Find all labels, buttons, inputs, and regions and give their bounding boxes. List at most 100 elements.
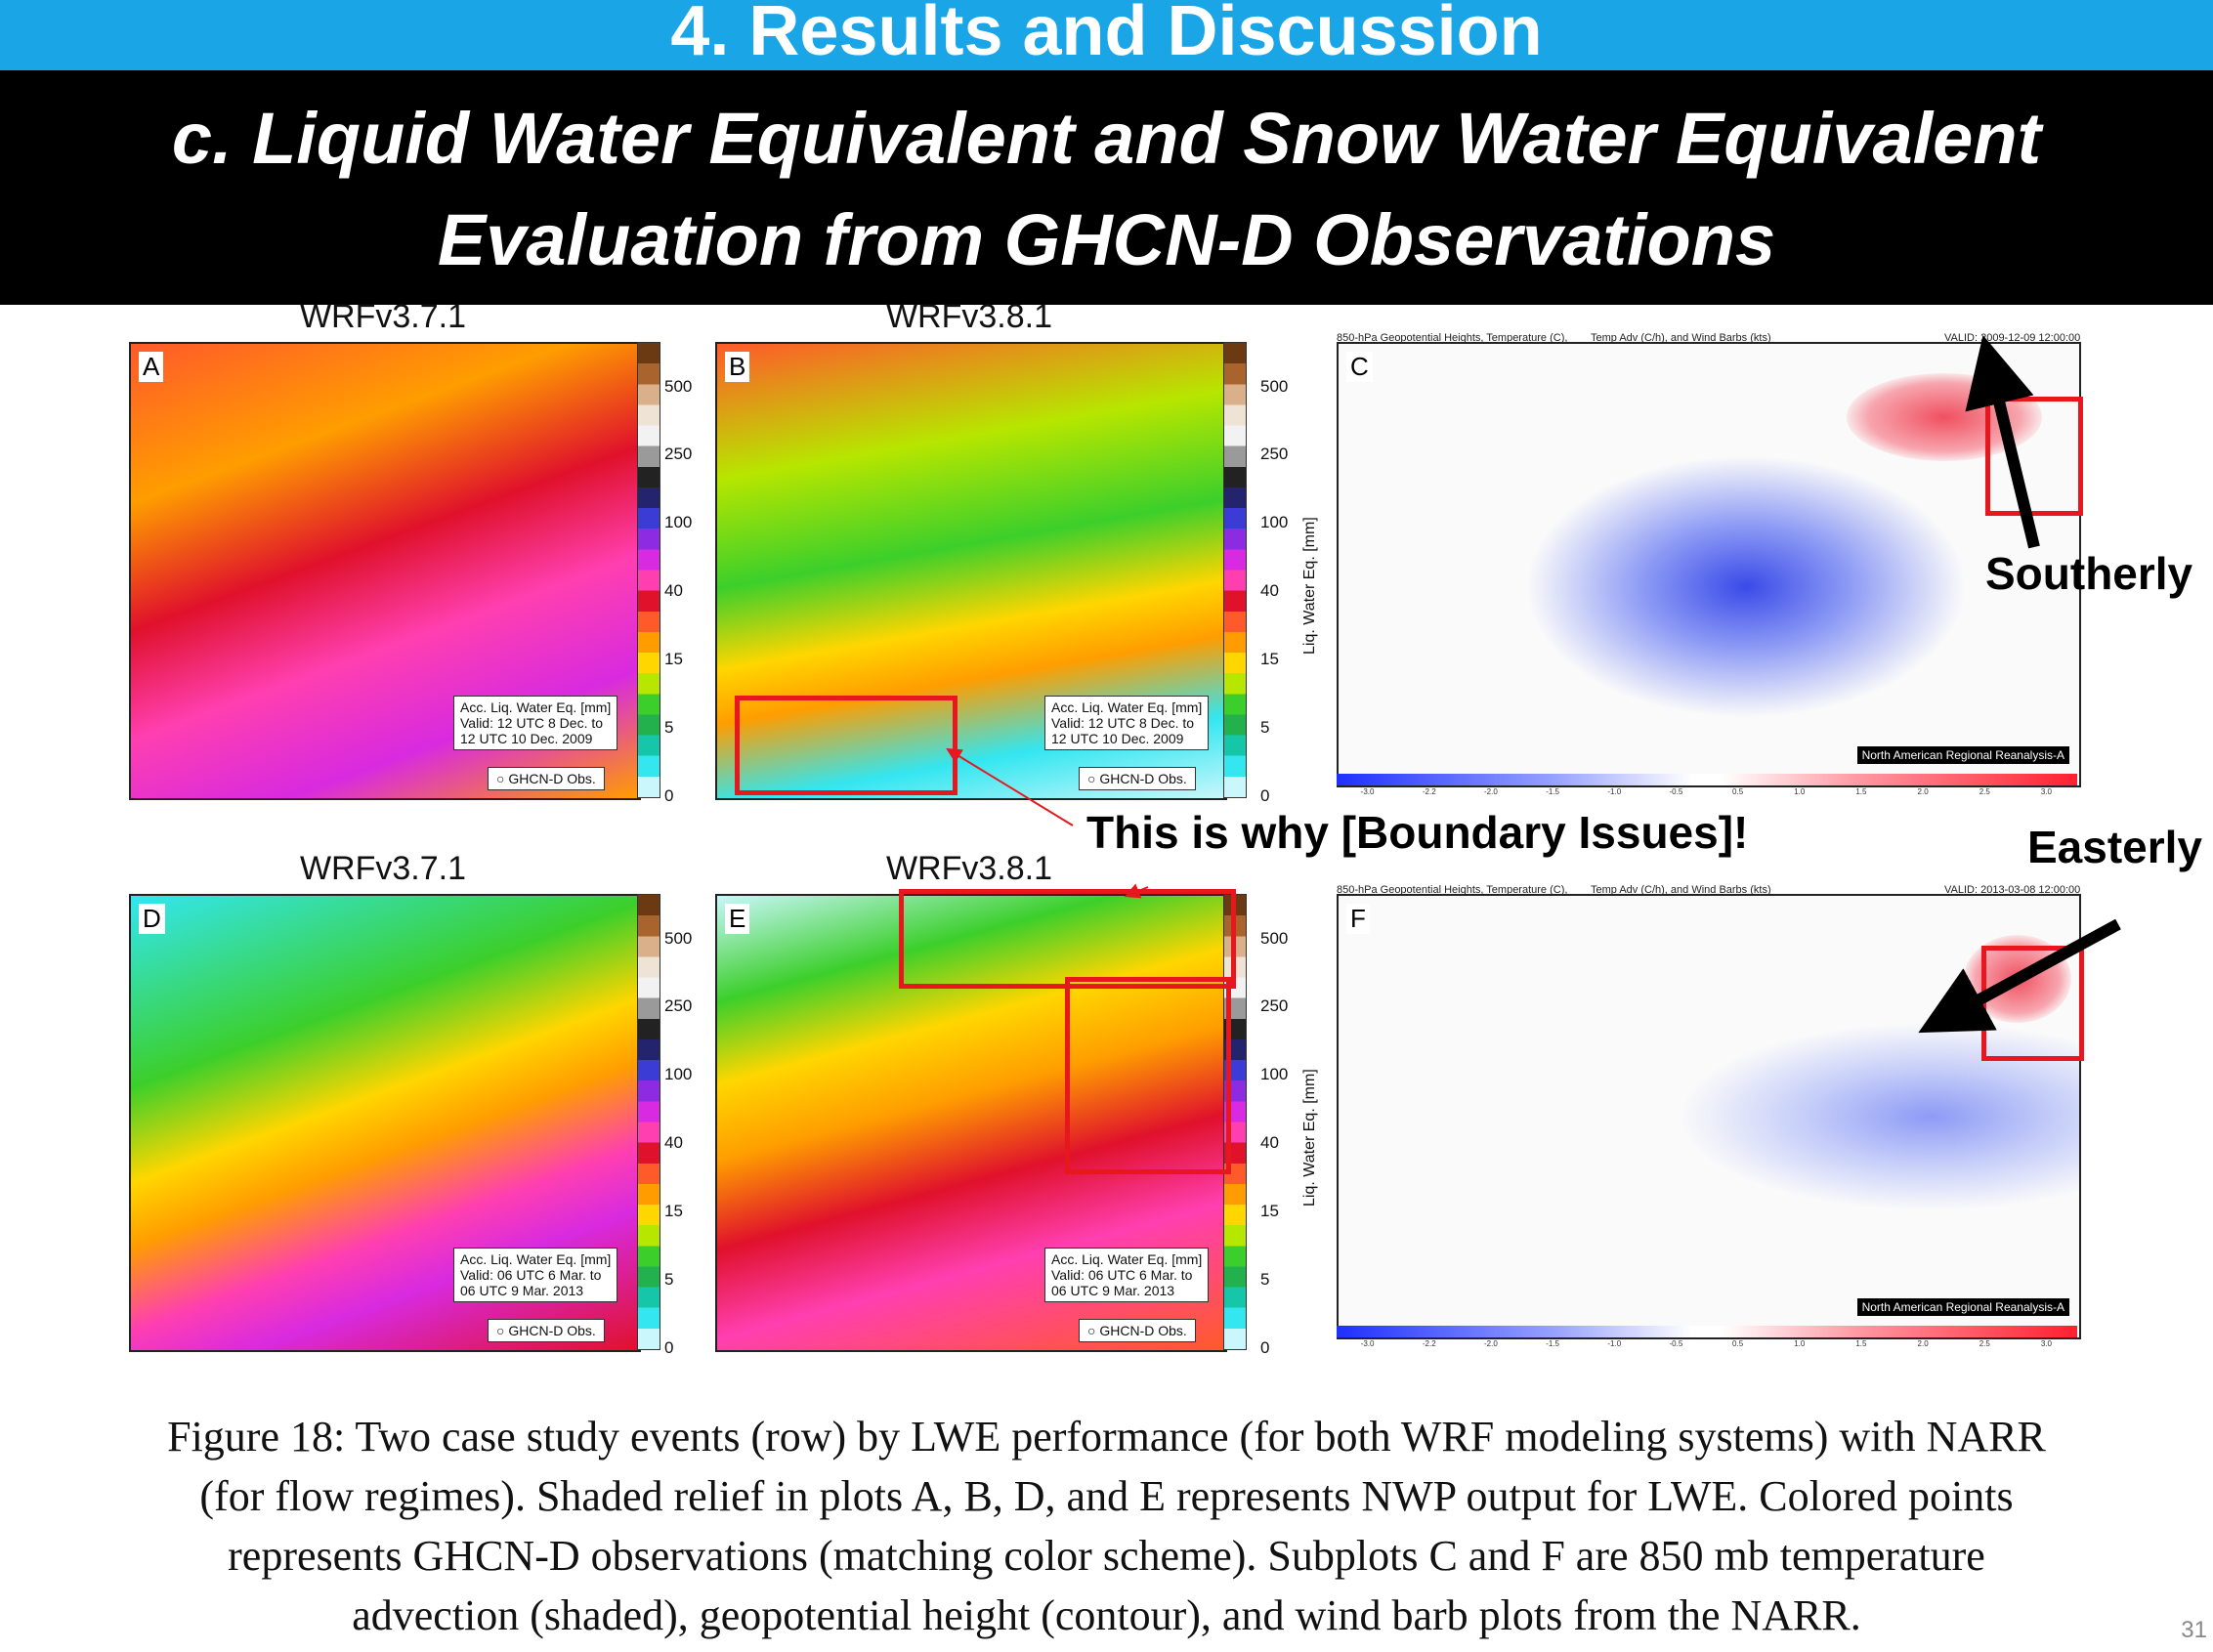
caption-line: (for flow regimes). Shaded relief in plo… (199, 1472, 2014, 1520)
boundary-annotation: This is why [Boundary Issues]! (1086, 807, 1749, 858)
tick: 5 (664, 1270, 674, 1289)
legend-line: Acc. Liq. Water Eq. [mm] (1051, 699, 1203, 715)
panel-c-scale: -3.0 -2.2 -2.0 -1.5 -1.0 -0.5 0.5 1.0 1.5 2.0 2.5 3… (1337, 774, 2077, 796)
figure-caption: Figure 18: Two case study events (row) b… (0, 1407, 2213, 1645)
tick: 100 (1260, 513, 1289, 531)
legend-line: Acc. Liq. Water Eq. [mm] (460, 1251, 612, 1267)
boundary-arrow-right (1124, 883, 1149, 899)
panel-d-colorbar (637, 894, 660, 1350)
boundary-highlight-e-right (1065, 977, 1231, 1174)
boundary-highlight-b (735, 696, 958, 795)
scale-tick: -1.5 (1546, 1339, 1559, 1348)
panel-c-label: C (1346, 352, 1373, 382)
panel-a-obs-legend: ○ GHCN-D Obs. (488, 767, 605, 790)
tick: 15 (1260, 650, 1279, 668)
caption-line: Figure 18: Two case study events (row) b… (167, 1413, 2046, 1461)
panel-e-obs-legend: ○ GHCN-D Obs. (1079, 1319, 1196, 1342)
scale-tick: -1.5 (1546, 787, 1559, 796)
tick: 500 (664, 377, 693, 396)
panel-d-map: D Acc. Liq. Water Eq. [mm] Valid: 06 UTC… (129, 894, 641, 1352)
panel-c-source: North American Regional Reanalysis-A (1856, 746, 2069, 764)
scale-tick: 2.5 (1979, 1339, 1990, 1348)
panel-f-label: F (1346, 904, 1370, 934)
scale-tick: 1.5 (1855, 787, 1867, 796)
panel-f-source: North American Regional Reanalysis-A (1856, 1298, 2069, 1316)
scale-tick: 3.0 (2040, 787, 2052, 796)
caption-line: represents GHCN-D observations (matching… (228, 1532, 1985, 1580)
subtitle-line-1: c. Liquid Water Equivalent and Snow Wate… (171, 98, 2042, 179)
panel-d-label: D (139, 904, 165, 934)
panel-c-header-mid: Temp Adv (C/h), and Wind Barbs (kts) (1591, 332, 1771, 344)
tick: 40 (664, 1133, 683, 1152)
scale-tick: -3.0 (1360, 1339, 1375, 1348)
scale-tick: -2.2 (1422, 1339, 1436, 1348)
tick: 5 (1260, 1270, 1270, 1289)
obs-label: GHCN-D Obs. (1099, 771, 1187, 786)
tick: 40 (1260, 581, 1279, 600)
panel-a-title: WRFv3.7.1 (299, 298, 467, 335)
scale-tick: 0.5 (1732, 787, 1744, 796)
scale-tick: 2.0 (1917, 787, 1929, 796)
legend-line: Valid: 12 UTC 8 Dec. to (1051, 715, 1195, 731)
legend-line: Acc. Liq. Water Eq. [mm] (460, 699, 612, 715)
legend-line: Valid: 06 UTC 6 Mar. to (1051, 1267, 1193, 1283)
scale-tick: -1.0 (1607, 1339, 1622, 1348)
panel-f-header-left: 850-hPa Geopotential Heights, Temperatur… (1337, 884, 1568, 896)
easterly-annotation: Easterly (2027, 822, 2203, 872)
obs-label: GHCN-D Obs. (1099, 1323, 1187, 1338)
panel-b-colorbar (1223, 342, 1247, 798)
tick: 0 (1260, 1338, 1270, 1357)
obs-label: GHCN-D Obs. (508, 771, 596, 786)
panel-e-map: E Acc. Liq. Water Eq. [mm] Valid: 06 UTC… (715, 894, 1227, 1352)
subtitle-bar: c. Liquid Water Equivalent and Snow Wate… (0, 70, 2213, 305)
tick: 100 (1260, 1065, 1289, 1083)
panel-d-legend: Acc. Liq. Water Eq. [mm] Valid: 06 UTC 6… (453, 1248, 618, 1302)
panel-c-header-left: 850-hPa Geopotential Heights, Temperatur… (1337, 332, 1568, 344)
panel-d-obs-legend: ○ GHCN-D Obs. (488, 1319, 605, 1342)
legend-line: Acc. Liq. Water Eq. [mm] (1051, 1251, 1203, 1267)
scale-tick: -0.5 (1669, 787, 1683, 796)
scale-tick: -2.0 (1484, 787, 1498, 796)
tick: 15 (1260, 1202, 1279, 1220)
tick: 100 (664, 1065, 693, 1083)
tick: 15 (664, 1202, 683, 1220)
tick: 500 (1260, 929, 1289, 948)
easterly-arrow (1918, 918, 2121, 1034)
panel-d-title: WRFv3.7.1 (299, 850, 467, 887)
page-number: 31 (2181, 1617, 2207, 1643)
tick: 500 (664, 929, 693, 948)
tick: 5 (664, 718, 674, 737)
tick: 250 (664, 445, 693, 463)
panel-b-map: B Acc. Liq. Water Eq. [mm] Valid: 12 UTC… (715, 342, 1227, 800)
scale-tick: 1.0 (1794, 1339, 1806, 1348)
scale-tick: 2.0 (1917, 1339, 1929, 1348)
boundary-arrow-left (946, 747, 1074, 826)
panel-b-obs-legend: ○ GHCN-D Obs. (1079, 767, 1196, 790)
southerly-highlight-box (1985, 397, 2083, 516)
panel-a-legend: Acc. Liq. Water Eq. [mm] Valid: 12 UTC 8… (453, 696, 618, 750)
scale-tick: -1.0 (1607, 787, 1622, 796)
obs-label: GHCN-D Obs. (508, 1323, 596, 1338)
section-title: 4. Results and Discussion (670, 0, 1543, 70)
southerly-arrow (1965, 335, 2040, 549)
scale-tick: -3.0 (1360, 787, 1375, 796)
scale-tick: -2.0 (1484, 1339, 1498, 1348)
scale-tick: 1.5 (1855, 1339, 1867, 1348)
tick: 250 (1260, 996, 1289, 1015)
panel-f-header-right: VALID: 2013-03-08 12:00:00 (1944, 884, 2081, 896)
panel-e-legend: Acc. Liq. Water Eq. [mm] Valid: 06 UTC 6… (1044, 1248, 1210, 1302)
tick: 100 (664, 513, 693, 531)
tick: 0 (664, 786, 674, 805)
legend-line: Valid: 06 UTC 6 Mar. to (460, 1267, 602, 1283)
scale-tick: 3.0 (2040, 1339, 2052, 1348)
panel-e-title: WRFv3.8.1 (885, 850, 1053, 887)
tick: 15 (664, 650, 683, 668)
scale-tick: 0.5 (1732, 1339, 1744, 1348)
subtitle-line-2: Evaluation from GHCN-D Observations (437, 199, 1776, 280)
tick: 500 (1260, 377, 1289, 396)
scale-tick: 2.5 (1979, 787, 1990, 796)
tick: 40 (664, 581, 683, 600)
panel-a-label: A (139, 352, 164, 382)
southerly-annotation: Southerly (1985, 548, 2193, 599)
